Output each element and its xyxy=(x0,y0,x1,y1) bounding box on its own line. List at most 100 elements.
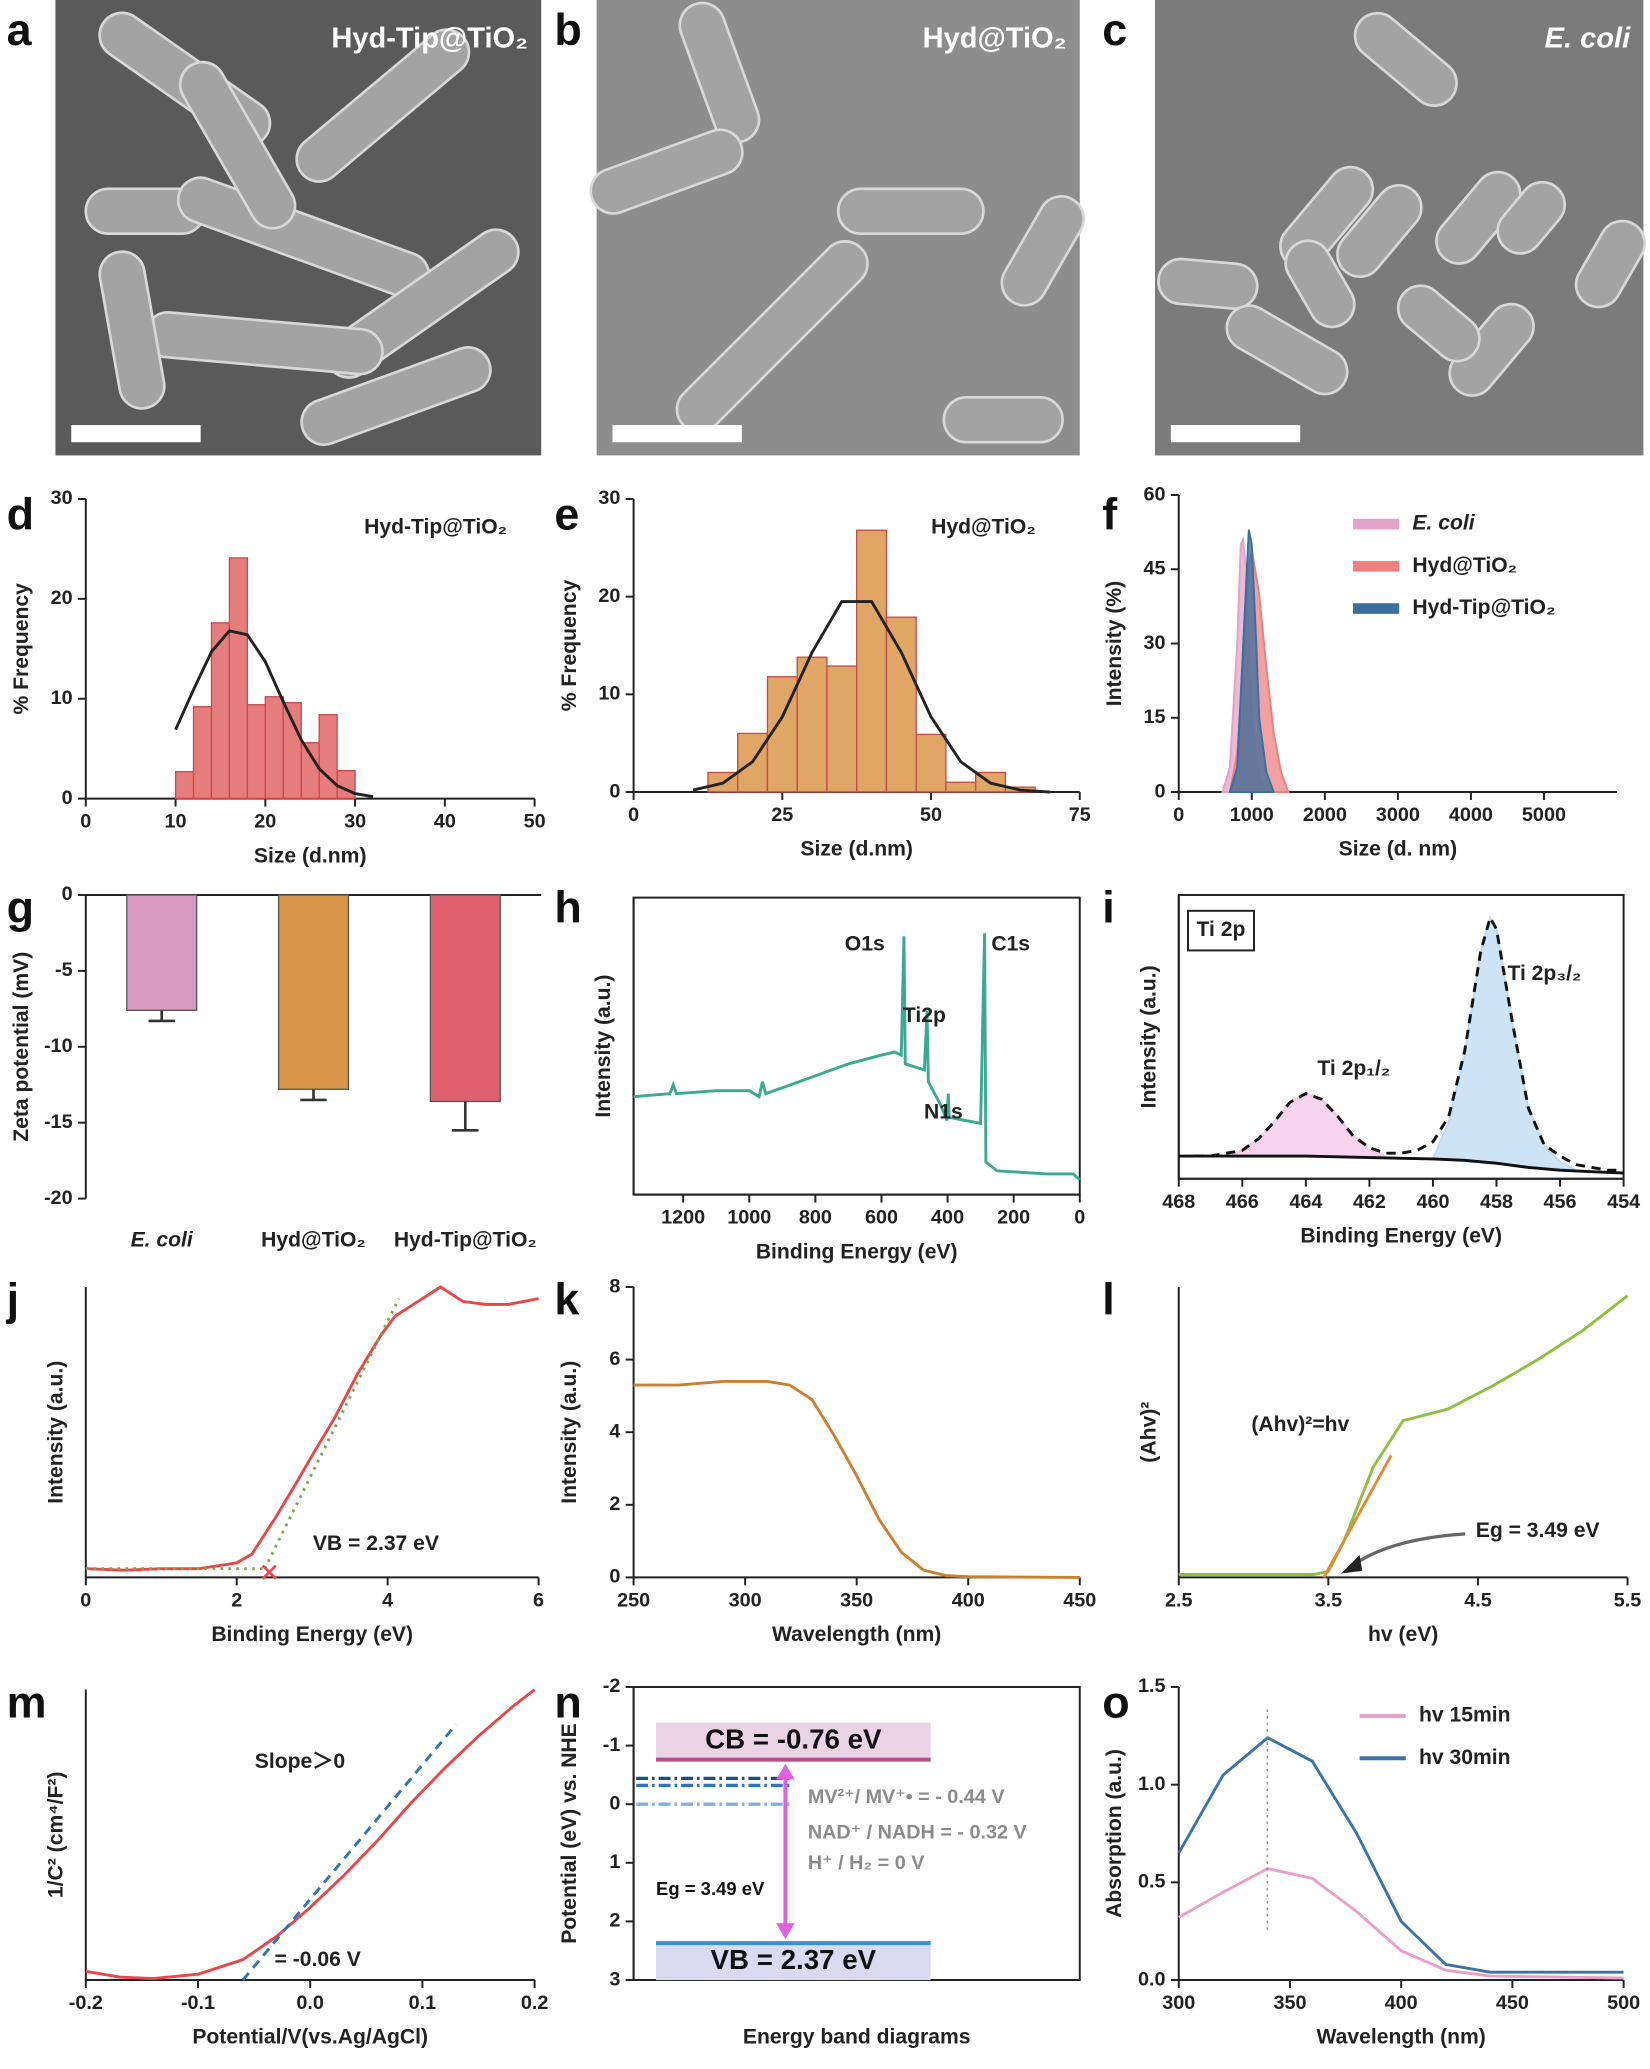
legend-label: Hyd-Tip@TiO₂ xyxy=(1412,596,1555,619)
pointer-arrow xyxy=(1348,1532,1466,1570)
annotation: Ti2p xyxy=(903,1004,946,1027)
x-axis-label: Size (d. nm) xyxy=(1339,838,1457,861)
line xyxy=(241,1723,458,1981)
histogram-bar xyxy=(192,706,213,800)
line xyxy=(1194,913,1624,1172)
onset-marker xyxy=(261,1564,277,1580)
annotation: Eg = 3.49 eV xyxy=(1476,1519,1600,1542)
bacterium xyxy=(1574,219,1647,309)
x-tick-label: 450 xyxy=(1063,1589,1096,1611)
y-tick-label: 10 xyxy=(51,687,73,709)
panel-letter: h xyxy=(554,882,581,933)
x-tick-label: 10 xyxy=(165,811,187,833)
x-tick-label: 3000 xyxy=(1376,804,1420,826)
x-tick-label: 1200 xyxy=(661,1207,705,1229)
x-tick-label: 5000 xyxy=(1522,804,1566,826)
x-tick-label: 600 xyxy=(865,1207,898,1229)
sem-image xyxy=(596,0,1080,456)
y-tick-label: 2 xyxy=(609,1910,620,1932)
panel-letter: m xyxy=(7,1676,47,1727)
legend-label: hv 30min xyxy=(1419,1746,1511,1769)
annotation: C1s xyxy=(991,933,1030,956)
pointer-head xyxy=(1341,1554,1363,1574)
panel-letter: g xyxy=(7,882,34,933)
annotation: VB = 2.37 eV xyxy=(313,1532,439,1555)
x-tick-label: 50 xyxy=(524,811,546,833)
y-tick-label: 20 xyxy=(598,585,620,607)
x-axis-label: Potential/V(vs.Ag/AgCl) xyxy=(192,2026,428,2049)
y-tick-label: 60 xyxy=(1144,483,1166,505)
bacterium xyxy=(678,1,761,144)
x-tick-label: 3.5 xyxy=(1315,1589,1343,1611)
y-tick-label: 6 xyxy=(609,1348,620,1370)
bacterium xyxy=(98,250,166,410)
scale-bar xyxy=(71,425,201,443)
y-axis-label: Intensity (a.u.) xyxy=(558,1361,581,1504)
y-tick-label: 0 xyxy=(609,780,620,802)
histogram-bar xyxy=(318,714,338,800)
bacterium xyxy=(178,60,297,230)
line xyxy=(85,1688,536,1981)
x-tick-label: 468 xyxy=(1162,1191,1195,1213)
bacterium xyxy=(836,187,985,235)
bacterium xyxy=(1336,183,1423,279)
panel: 468 466 464 462 460 458 456 454 Binding Energy (… xyxy=(1137,893,1640,1247)
y-tick-label: 0 xyxy=(609,1566,620,1588)
x-tick-label: 0 xyxy=(628,804,639,826)
x-axis-label: Energy band diagrams xyxy=(743,2026,971,2049)
bacterium xyxy=(589,128,744,215)
legend-label: hv 15min xyxy=(1419,1704,1511,1727)
line xyxy=(1322,1454,1393,1579)
band-label: CB = -0.76 eV xyxy=(705,1723,882,1754)
x-tick-label: Hyd-Tip@TiO₂ xyxy=(394,1228,537,1251)
bacterium xyxy=(1496,180,1566,255)
y-tick-label: 0.5 xyxy=(1138,1871,1166,1893)
panel: 2.5 3.5 4.5 5.5 hv (eV) (Ahv)² (Ahv)²=hv Eg = 3… xyxy=(1137,1287,1641,1646)
y-axis-label: Intensity (a.u.) xyxy=(1137,965,1160,1108)
y-tick-label: 0.0 xyxy=(1138,1968,1166,1990)
x-tick-label: 4000 xyxy=(1449,804,1493,826)
annotation: = -0.06 V xyxy=(275,1948,361,1971)
image-label: Hyd-Tip@TiO₂ xyxy=(331,22,528,54)
x-tick-label: 30 xyxy=(344,811,366,833)
x-tick-label: 500 xyxy=(1607,1992,1640,2014)
bacterium xyxy=(1435,170,1522,265)
area xyxy=(1228,529,1276,794)
x-axis-label: Binding Energy (eV) xyxy=(756,1240,958,1263)
panel-letter: d xyxy=(7,488,34,539)
redox-label: NAD⁺ / NADH = - 0.32 V xyxy=(808,1822,1028,1844)
y-axis-label: 1/C² (cm⁴/F²) xyxy=(44,1772,67,1899)
plot-frame xyxy=(1177,893,1625,1180)
y-tick-label: -5 xyxy=(55,959,73,981)
annotation: N1s xyxy=(924,1100,963,1123)
y-tick-label: 30 xyxy=(598,487,620,509)
bacterium xyxy=(942,396,1064,444)
panel-letter: b xyxy=(554,4,581,55)
y-axis-label: Intensity (a.u.) xyxy=(592,975,615,1118)
x-axis-label: Binding Energy (eV) xyxy=(211,1623,413,1646)
panel: 300 350 400 450 500 0.0 0.5 1.0 1.5 Wavelength (n… xyxy=(1103,1675,1640,2048)
y-tick-label: 0 xyxy=(62,787,73,809)
x-tick-label: 462 xyxy=(1353,1191,1386,1213)
panel: 250 300 350 400 450 0 2 4 6 8 Wavelength (nm) Inten… xyxy=(558,1275,1096,1646)
legend-label: Hyd@TiO₂ xyxy=(1412,554,1517,577)
line xyxy=(1178,1294,1629,1576)
y-tick-label: 3 xyxy=(609,1968,620,1990)
line xyxy=(1178,1154,1624,1175)
annotation: (Ahv)²=hv xyxy=(1251,1413,1349,1436)
annotation: Slope＞0 xyxy=(255,1750,345,1773)
bacterium xyxy=(1396,284,1481,363)
histogram-bar xyxy=(915,733,947,793)
y-tick-label: -20 xyxy=(44,1187,73,1209)
histogram-bar xyxy=(885,616,917,793)
label-box xyxy=(1187,909,1255,952)
x-tick-label: E. coli xyxy=(131,1228,194,1251)
line xyxy=(1177,1736,1624,1974)
x-tick-label: 466 xyxy=(1226,1191,1259,1213)
x-tick-label: 300 xyxy=(729,1589,762,1611)
x-tick-label: 5.5 xyxy=(1614,1589,1642,1611)
panel: 0 25 50 75 0 10 20 30 Size (d.nm) % Frequency Hyd@… xyxy=(558,487,1091,860)
bar xyxy=(429,894,501,1103)
legend-label: E. coli xyxy=(1412,512,1475,535)
